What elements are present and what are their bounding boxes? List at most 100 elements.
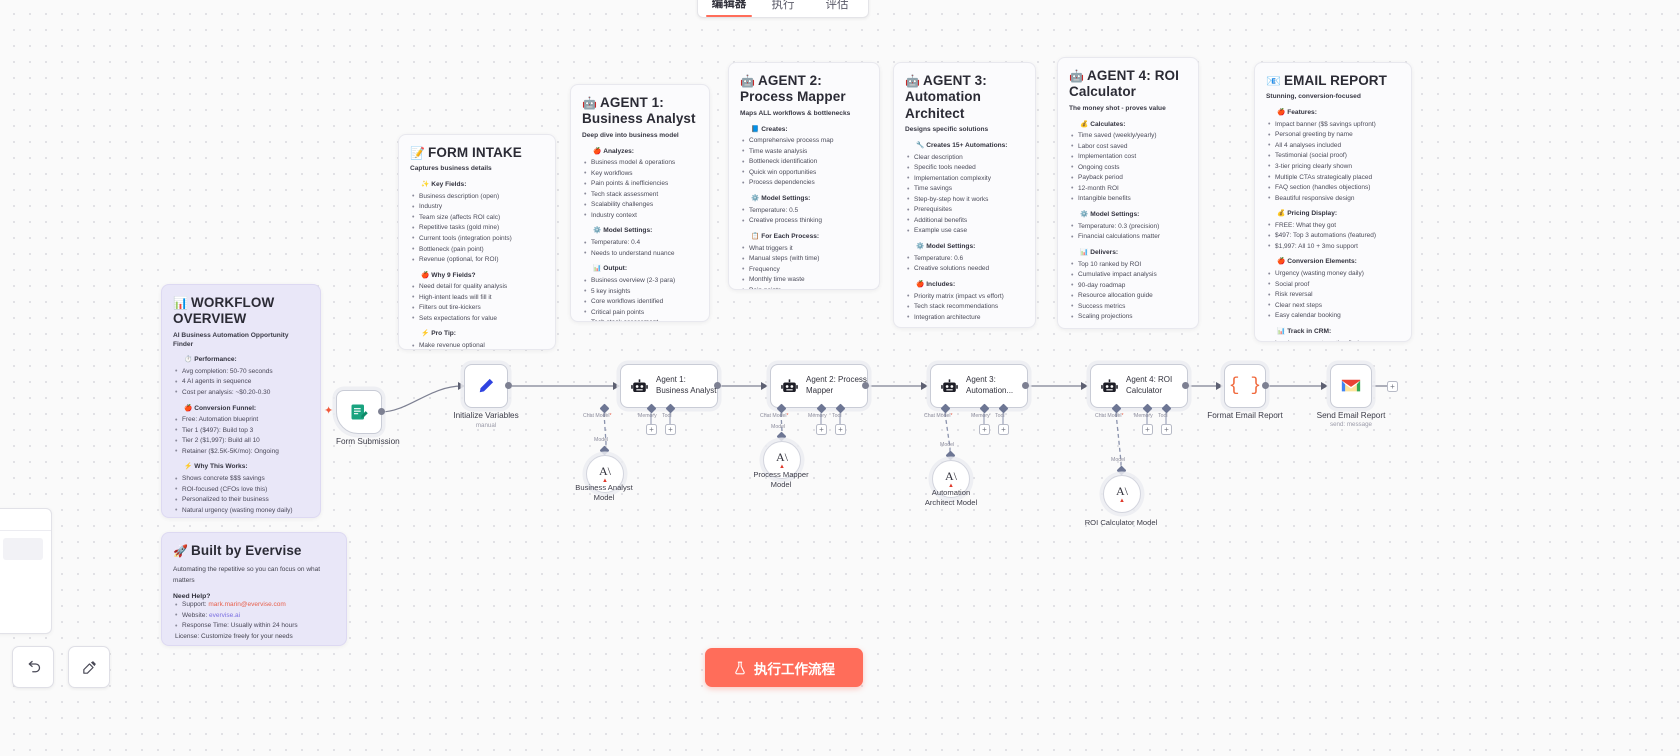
sticky-title: 🤖 AGENT 1: Business Analyst	[582, 95, 696, 127]
list-item: Success metrics	[1069, 301, 1187, 313]
model-connector[interactable]	[1116, 465, 1127, 476]
section-heading: ⚙️ Model Settings:	[1080, 211, 1140, 218]
tidy-up-button[interactable]	[68, 646, 110, 688]
section-heading: ⚙️ Model Settings:	[751, 194, 811, 202]
list-item: Tier 2 ($1,997): Build all 10	[173, 436, 309, 447]
add-memory-button[interactable]: +	[646, 424, 657, 435]
port-label-model: Model	[940, 442, 955, 448]
add-memory-button[interactable]: +	[1142, 424, 1153, 435]
port-label-memory: Memory	[1134, 413, 1153, 419]
output-port[interactable]	[862, 382, 869, 389]
port-label-tool: Tool	[662, 413, 672, 419]
tab-editor[interactable]: 编辑器	[702, 0, 756, 17]
node-agent-2[interactable]: Agent 2: Process Mapper	[770, 364, 868, 408]
model-connector[interactable]	[776, 431, 787, 442]
sticky-note-agent-4[interactable]: 🤖 AGENT 4: ROI Calculator The money shot …	[1057, 57, 1199, 329]
gmail-icon	[1341, 379, 1361, 392]
sticky-note-email-report[interactable]: 📧 EMAIL REPORT Stunning, conversion-focus…	[1254, 62, 1412, 342]
list-item: Quick win opportunities	[740, 167, 868, 179]
undo-button[interactable]	[12, 646, 54, 688]
node-send-email-report[interactable]	[1330, 364, 1372, 408]
node-title-agent-2: Agent 2: Process Mapper	[806, 375, 867, 395]
section-list: Free: Automation blueprint Tier 1 ($497)…	[173, 415, 309, 457]
sparkle-icon: ✨	[421, 181, 430, 189]
sticky-title: 🚀 Built by Evervise	[173, 543, 302, 558]
node-format-email-report[interactable]: { }	[1224, 364, 1266, 408]
anthropic-icon: A\	[599, 463, 611, 478]
output-port[interactable]	[714, 382, 721, 389]
add-memory-button[interactable]: +	[816, 424, 827, 435]
list-item: FREE: What they got	[1266, 220, 1400, 232]
node-agent-4[interactable]: Agent 4: ROI Calculator	[1090, 364, 1188, 408]
section-list: Temperature: 0.3 (precision) Financial c…	[1069, 221, 1187, 243]
port-label-chat-model: Chat Model*	[760, 413, 789, 419]
website-link[interactable]: evervise.ai	[208, 611, 241, 619]
node-label-form-submission: Form Submission	[336, 437, 400, 446]
list-item: Response Time: Usually within 24 hours	[173, 621, 335, 632]
tag-icon	[82, 660, 96, 674]
node-initialize-variables[interactable]	[464, 364, 508, 408]
section-list: Time saved (weekly/yearly) Labor cost sa…	[1069, 131, 1187, 205]
add-tool-button[interactable]: +	[835, 424, 846, 435]
list-item: Implementation cost	[1069, 152, 1187, 163]
timer-icon: ⏱️	[184, 356, 193, 364]
model-connector[interactable]	[945, 450, 956, 461]
model-business-analyst[interactable]: A\ ▲	[586, 455, 624, 493]
list-item: Resource allocation guide	[1069, 291, 1187, 302]
model-automation-architect[interactable]: A\ ▲	[932, 460, 970, 498]
model-roi-calculator[interactable]: A\ ▲	[1103, 475, 1141, 513]
sticky-note-agent-3[interactable]: 🤖 AGENT 3: Automation Architect Designs s…	[893, 62, 1036, 328]
output-port[interactable]	[505, 382, 512, 389]
support-email[interactable]: mark.marin@evervise.com	[208, 601, 286, 609]
form-icon: 📝	[410, 146, 426, 160]
list-item: Ongoing costs	[1069, 162, 1187, 174]
tab-executions[interactable]: 执行	[771, 0, 795, 11]
add-tool-button[interactable]: +	[1161, 424, 1172, 435]
port-label-chat-model: Chat Model*	[924, 413, 953, 419]
warning-icon: ▲	[602, 477, 608, 484]
anthropic-icon: A\	[776, 449, 788, 464]
output-port[interactable]	[378, 408, 385, 415]
chart-icon: 📊	[1080, 248, 1089, 256]
model-process-mapper[interactable]: A\ ▲	[763, 441, 801, 479]
node-agent-1[interactable]: Agent 1: Business Analyst	[620, 364, 718, 408]
wrench-icon: 🔧	[916, 141, 925, 149]
output-port[interactable]	[1262, 382, 1269, 389]
chat-model-port[interactable]	[599, 403, 610, 414]
section-heading: 📊 Output:	[593, 265, 628, 273]
add-tool-button[interactable]: +	[998, 424, 1009, 435]
list-item: Shows concrete $$$ savings	[173, 474, 309, 485]
sticky-note-agent-2[interactable]: 🤖 AGENT 2: Process Mapper Maps ALL workfl…	[728, 62, 880, 290]
section-list: FREE: What they got $497: Top 3 automati…	[1266, 220, 1400, 253]
add-next-node-button[interactable]: +	[1387, 381, 1398, 392]
section-heading: 🍎 Features:	[1277, 109, 1317, 117]
list-item: $497: Top 3 automations (featured)	[1266, 231, 1400, 242]
sticky-note-agent-1[interactable]: 🤖 AGENT 1: Business Analyst Deep dive int…	[570, 84, 710, 322]
model-connector[interactable]	[599, 445, 610, 456]
section-list: Temperature: 0.5 Creative process thinki…	[740, 205, 868, 227]
add-tool-button[interactable]: +	[665, 424, 676, 435]
anthropic-icon: A\	[945, 468, 957, 483]
list-item: Step-by-step how it works	[905, 194, 1024, 206]
sticky-title: 📊 WORKFLOW OVERVIEW	[173, 295, 275, 327]
section-list: Avg completion: 50-70 seconds 4 AI agent…	[173, 366, 309, 399]
node-agent-3[interactable]: Agent 3: Automation...	[930, 364, 1028, 408]
lightning-icon: ⚡	[421, 330, 430, 338]
add-memory-button[interactable]: +	[979, 424, 990, 435]
sticky-title: 🤖 AGENT 3: Automation Architect	[905, 73, 987, 121]
apple-icon: 🍎	[593, 147, 602, 155]
sticky-note-workflow-overview[interactable]: 📊 WORKFLOW OVERVIEW AI Business Automatio…	[161, 284, 321, 518]
sticky-note-built-by-evervise[interactable]: 🚀 Built by Evervise Automating the repeti…	[161, 532, 347, 646]
execute-workflow-button[interactable]: 执行工作流程	[705, 648, 863, 687]
list-item: Business description (open)	[410, 191, 544, 203]
sticky-note-form-intake[interactable]: 📝 FORM INTAKE Captures business details ✨…	[398, 134, 556, 350]
node-form-submission[interactable]	[336, 390, 382, 434]
list-item: Bottleneck identification	[740, 157, 868, 168]
side-panel-fragment[interactable]	[0, 508, 52, 634]
output-port[interactable]	[1182, 382, 1189, 389]
tab-evaluations[interactable]: 评估	[825, 0, 849, 11]
list-item: Industry	[410, 202, 544, 213]
anthropic-icon: A\	[1116, 483, 1128, 498]
output-port[interactable]	[1022, 382, 1029, 389]
